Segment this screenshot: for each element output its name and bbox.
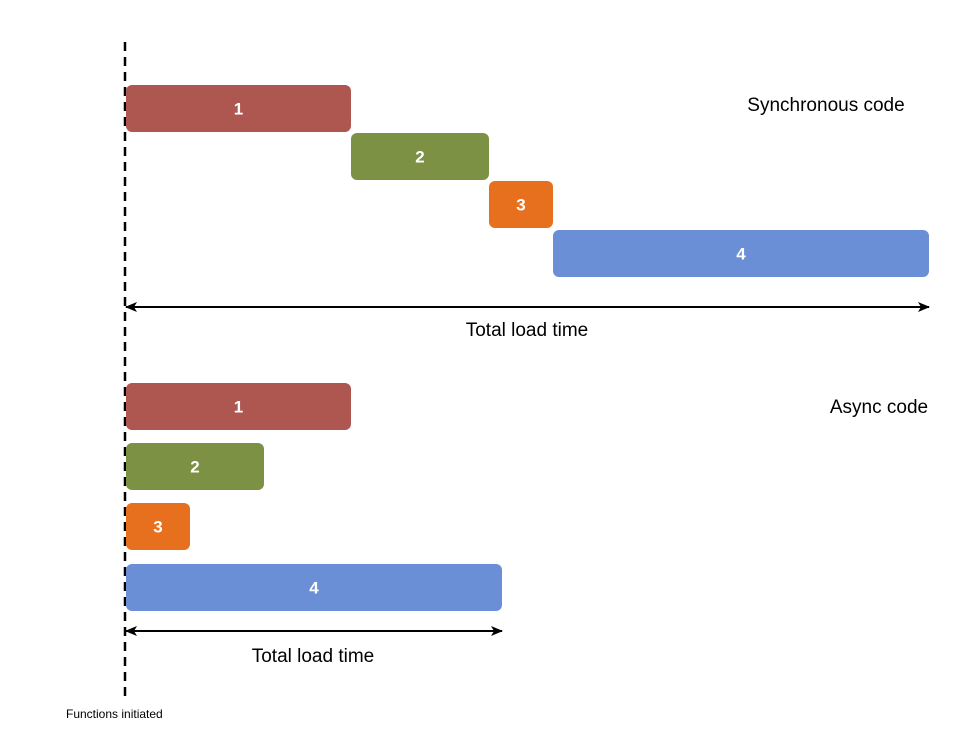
async-task-bar-4	[126, 564, 502, 611]
synchronous-task-bar-1	[126, 85, 351, 132]
synchronous-task-label-4: 4	[736, 245, 746, 264]
async-task-bars: 1 2 3 4	[126, 383, 502, 611]
async-task-bar-2	[126, 443, 264, 490]
async-title: Async code	[830, 397, 928, 418]
synchronous-task-label-1: 1	[234, 100, 243, 119]
async-total-load-time-label: Total load time	[252, 646, 375, 667]
synchronous-task-bar-2	[351, 133, 489, 180]
synchronous-task-bar-3	[489, 181, 553, 228]
synchronous-task-label-3: 3	[516, 196, 525, 215]
async-task-label-1: 1	[234, 398, 243, 417]
synchronous-task-label-2: 2	[415, 148, 424, 167]
synchronous-title: Synchronous code	[747, 95, 904, 116]
synchronous-task-bar-4	[553, 230, 929, 277]
synchronous-total-load-time-label: Total load time	[466, 320, 589, 341]
synchronous-task-bars: 1 2 3 4	[126, 85, 929, 277]
async-task-label-4: 4	[309, 579, 319, 598]
async-task-label-3: 3	[153, 518, 162, 537]
async-task-bar-1	[126, 383, 351, 430]
async-task-bar-3	[126, 503, 190, 550]
async-task-label-2: 2	[190, 458, 199, 477]
functions-initiated-label: Functions initiated	[66, 707, 163, 721]
